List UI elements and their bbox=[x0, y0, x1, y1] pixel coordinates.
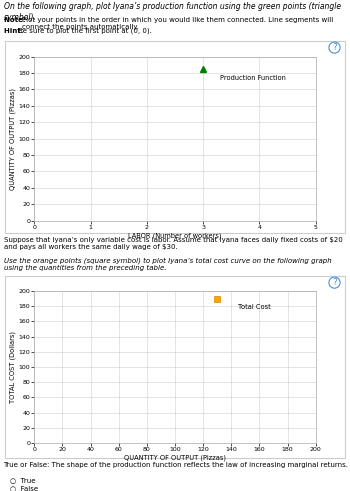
Text: True or False: The shape of the production function reflects the law of increasi: True or False: The shape of the producti… bbox=[4, 462, 349, 468]
Text: ○  True: ○ True bbox=[10, 477, 36, 483]
Text: Note:: Note: bbox=[4, 17, 28, 23]
Text: Use the orange points (square symbol) to plot Iyana’s total cost curve on the fo: Use the orange points (square symbol) to… bbox=[4, 257, 331, 271]
Text: ?: ? bbox=[332, 278, 337, 287]
Text: Hint:: Hint: bbox=[4, 27, 26, 34]
Text: Plot your points in the order in which you would like them connected. Line segme: Plot your points in the order in which y… bbox=[22, 17, 334, 30]
Text: ○  False: ○ False bbox=[10, 485, 38, 491]
Text: Be sure to plot the first point at (0, 0).: Be sure to plot the first point at (0, 0… bbox=[18, 27, 152, 34]
Text: On the following graph, plot Iyana’s production function using the green points : On the following graph, plot Iyana’s pro… bbox=[4, 2, 341, 22]
Text: Suppose that Iyana’s only variable cost is labor. Assume that Iyana faces daily : Suppose that Iyana’s only variable cost … bbox=[4, 237, 342, 249]
FancyBboxPatch shape bbox=[5, 41, 345, 233]
FancyBboxPatch shape bbox=[5, 276, 345, 458]
Text: ?: ? bbox=[332, 43, 337, 52]
